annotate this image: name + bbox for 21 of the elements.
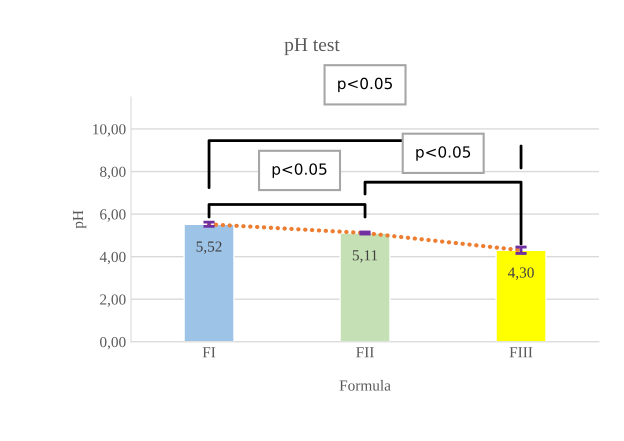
bar bbox=[339, 232, 391, 342]
y-tick-label: 2,00 bbox=[100, 294, 126, 307]
x-tick-label: FII bbox=[356, 347, 374, 358]
y-tick-label: 4,00 bbox=[100, 252, 126, 264]
data-label: 4,30 bbox=[508, 267, 534, 280]
y-tick-label: 0,00 bbox=[100, 336, 126, 350]
annotation: p<0.05 bbox=[272, 163, 326, 178]
x-axis-title: Formula bbox=[340, 380, 391, 391]
text: p<0.05 bbox=[338, 78, 392, 92]
y-axis-title: pH bbox=[72, 210, 86, 228]
y-tick-label: 8,00 bbox=[100, 166, 126, 180]
data-label: 5,11 bbox=[352, 250, 378, 263]
x-tick-label: FI bbox=[202, 347, 216, 358]
y-tick-label: 6,00 bbox=[100, 209, 126, 222]
y-tick-label: 10,00 bbox=[93, 124, 126, 137]
annotation: p<0.05 bbox=[416, 146, 470, 161]
bar bbox=[495, 250, 547, 342]
chart-title: pH test bbox=[284, 38, 340, 56]
data-label: 5,52 bbox=[196, 241, 222, 254]
bar bbox=[183, 224, 235, 342]
x-tick-label: FIII bbox=[510, 347, 532, 358]
